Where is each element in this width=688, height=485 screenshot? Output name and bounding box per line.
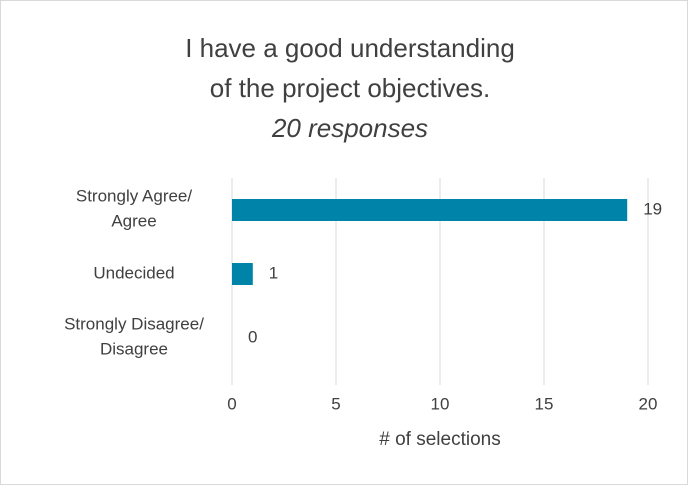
x-axis-title: # of selections xyxy=(379,429,500,450)
data-label: 0 xyxy=(248,327,257,346)
x-tick-label: 15 xyxy=(535,394,554,413)
x-tick-label: 5 xyxy=(331,394,340,413)
x-tick-label: 20 xyxy=(639,394,658,413)
chart-title: I have a good understanding of the projec… xyxy=(185,33,515,103)
y-tick-label: Strongly Disagree/Disagree xyxy=(64,315,204,359)
data-label: 19 xyxy=(643,199,662,218)
y-tick-label: Strongly Agree/Agree xyxy=(76,187,193,231)
y-tick-label: Undecided xyxy=(93,263,174,282)
data-label: 1 xyxy=(269,263,278,282)
bar xyxy=(232,263,253,285)
bar xyxy=(232,199,628,221)
chart-subtitle: 20 responses xyxy=(271,113,428,143)
x-tick-label: 10 xyxy=(431,394,450,413)
x-tick-label: 0 xyxy=(227,394,236,413)
